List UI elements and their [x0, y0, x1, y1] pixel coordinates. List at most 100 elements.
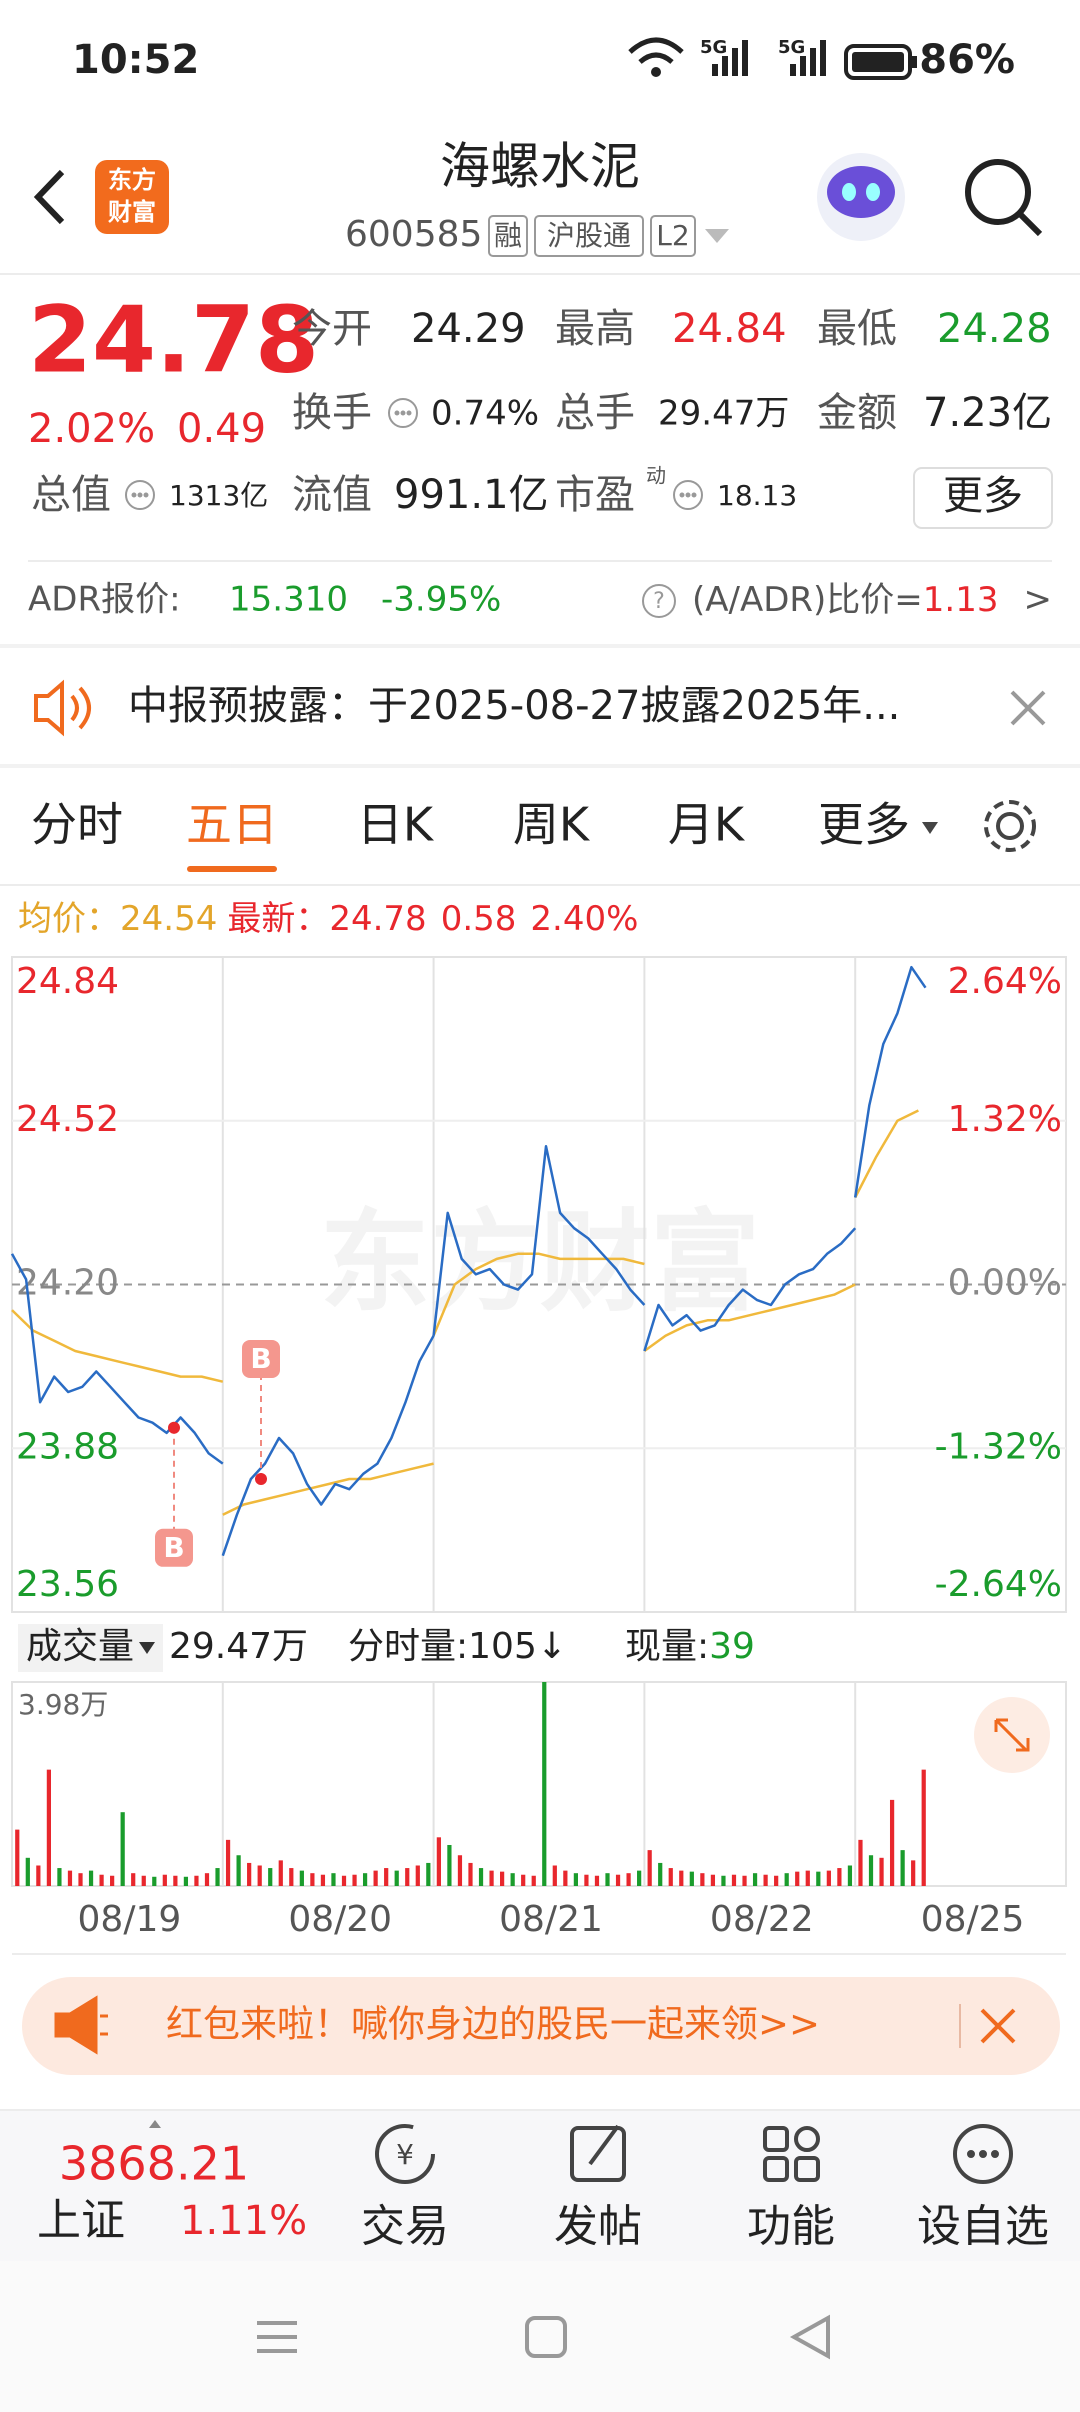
more-button[interactable]: [913, 467, 1053, 529]
volume-bar: [478, 1868, 484, 1886]
volume-bar: [183, 1876, 189, 1886]
back-button[interactable]: [33, 169, 65, 225]
help-icon[interactable]: ?: [642, 584, 676, 618]
more-label[interactable]: 更多: [943, 473, 1023, 519]
nav-label[interactable]: 发帖: [554, 2201, 642, 2252]
logo-text: 财富: [108, 198, 156, 226]
volume-bar: [752, 1873, 758, 1886]
system-buttons[interactable]: [257, 2314, 830, 2360]
adr-price: 15.310: [229, 580, 348, 620]
volume-bar: [25, 1857, 30, 1886]
info-icon[interactable]: [125, 480, 155, 510]
banner-close[interactable]: [980, 2008, 1016, 2044]
tab-underline: [187, 866, 277, 872]
promo-text[interactable]: 红包来啦！喊你身边的股民一起来领>>: [166, 2003, 820, 2046]
volume-bar: [805, 1870, 810, 1886]
tag: 沪股通: [547, 219, 631, 252]
index-name[interactable]: 上证: [37, 2195, 125, 2246]
tab[interactable]: 分时: [31, 798, 123, 852]
index-change[interactable]: 1.11%: [180, 2198, 307, 2244]
volume-bar: [879, 1857, 884, 1886]
volume-max-label: 3.98万: [18, 1688, 108, 1721]
volume-chart: 3.98万 08/19 08/20 08/21 08/22 08/25: [11, 1681, 1067, 1940]
change-amount: 0.49: [177, 406, 266, 452]
field-label: 最高: [555, 306, 635, 352]
nav-label[interactable]: 功能: [747, 2201, 835, 2252]
volume-selector-label[interactable]: 成交量: [26, 1626, 134, 1667]
expand-button[interactable]: [974, 1697, 1050, 1773]
avg-label: 均价：: [18, 899, 120, 939]
trade-label: B: [163, 1531, 184, 1564]
volume-bar: [394, 1870, 399, 1886]
field-value: 7.23亿: [923, 390, 1052, 436]
stock-tags: [488, 215, 729, 257]
nav-label[interactable]: 设自选: [917, 2201, 1049, 2252]
tab[interactable]: 周K: [513, 798, 591, 852]
field-value: 0.74%: [431, 394, 539, 434]
price-line: [10, 1253, 224, 1465]
volume-bar: [900, 1850, 905, 1886]
volume-bar: [784, 1873, 789, 1886]
volume-bar: [67, 1870, 73, 1886]
assistant-avatar[interactable]: [817, 153, 905, 241]
volume-bar: [46, 1769, 51, 1886]
tab[interactable]: 日K: [357, 798, 435, 852]
tab[interactable]: 五日: [186, 798, 278, 852]
tab[interactable]: 月K: [668, 798, 746, 852]
trade-badge: [155, 1528, 193, 1567]
adr-change: -3.95%: [381, 580, 501, 620]
price-line: [432, 1145, 646, 1336]
index-value[interactable]: 3868.21: [59, 2137, 249, 2191]
separator: [0, 644, 1080, 648]
volume-bar: [552, 1865, 557, 1886]
y-tick-label: 23.88: [16, 1426, 119, 1467]
index-arrow: [149, 2120, 161, 2128]
price-line: [643, 1227, 857, 1352]
adr-arrow[interactable]: >: [1024, 580, 1053, 620]
tab[interactable]: 更多: [818, 798, 910, 852]
adr-ratio-label: (A/ADR)比价=: [692, 580, 923, 620]
average-line: [11, 1309, 224, 1383]
system-nav: [0, 2261, 1080, 2412]
volume-bar: [615, 1874, 621, 1886]
tag: 融: [494, 219, 522, 252]
y2-tick-label: 0.00%: [948, 1263, 1062, 1304]
volume-bar: [257, 1865, 262, 1886]
x-tick-label: 08/22: [710, 1899, 814, 1940]
volume-bar: [710, 1874, 716, 1886]
nav-label[interactable]: 交易: [361, 2201, 449, 2252]
promo-banner[interactable]: [22, 1977, 1060, 2075]
volume-bar: [141, 1875, 146, 1886]
field-label: 流值: [292, 472, 372, 518]
volume-bar: [679, 1870, 684, 1886]
tick-volume: 分时量:105↓: [348, 1626, 567, 1667]
volume-bar: [911, 1860, 916, 1886]
svg-text:5G: 5G: [700, 37, 727, 58]
status-icons: 5G 5G: [628, 37, 917, 80]
latest-value: 24.78: [329, 899, 426, 939]
nav-icons: ¥: [375, 2124, 1013, 2184]
trade-point: [255, 1472, 267, 1485]
field-value: 24.28: [937, 306, 1052, 352]
latest-label: 最新：: [227, 899, 329, 939]
volume-selector[interactable]: [18, 1624, 163, 1672]
field-label: 金额: [817, 390, 897, 436]
notice-text[interactable]: 中报预披露：于2025-08-27披露2025年...: [128, 683, 900, 729]
volume-bar: [605, 1873, 610, 1886]
y-tick-label: 24.52: [16, 1099, 119, 1140]
notice-close[interactable]: [1010, 690, 1046, 726]
volume-bar: [573, 1873, 578, 1886]
adr-ratio-value: 1.13: [923, 580, 999, 620]
settings-icon[interactable]: [984, 800, 1036, 852]
search-button[interactable]: [965, 159, 1043, 237]
volume-bar: [584, 1874, 589, 1886]
separator: [0, 764, 1080, 768]
volume-bar: [225, 1839, 231, 1886]
field-value: 24.84: [672, 306, 787, 352]
info-icon[interactable]: [388, 398, 418, 428]
info-icon[interactable]: [673, 480, 703, 510]
volume-frame: [11, 1681, 1067, 1887]
volume-bar: [36, 1865, 41, 1886]
volume-bar: [563, 1870, 568, 1886]
volume-bar: [637, 1870, 642, 1886]
